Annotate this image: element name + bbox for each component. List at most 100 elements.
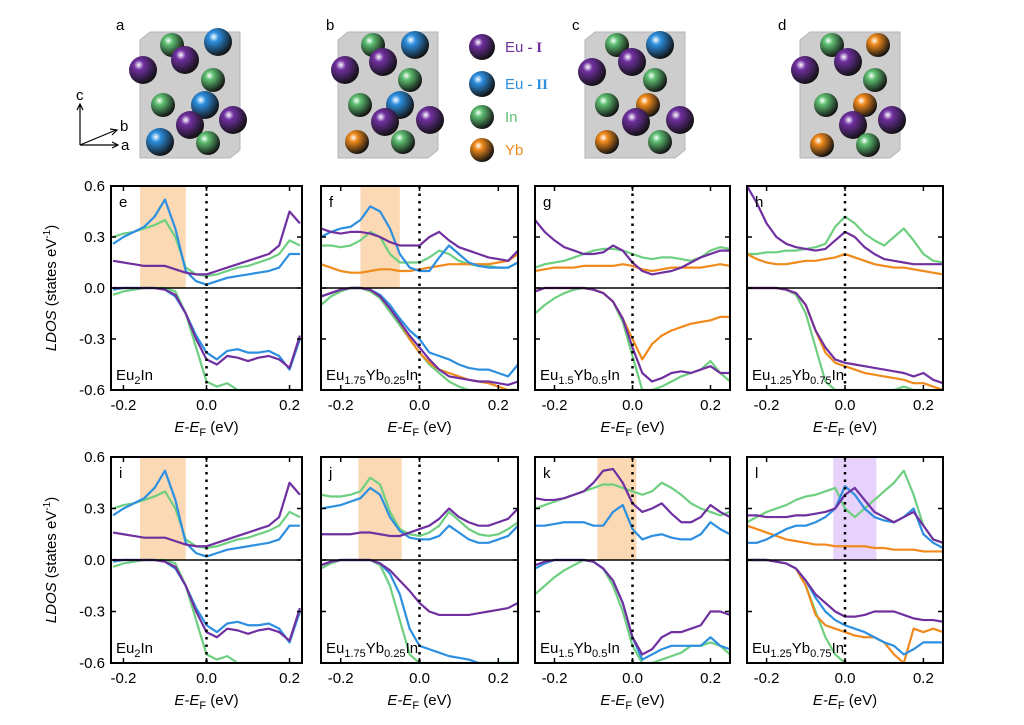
atom: [129, 56, 157, 84]
x-tick-label: -0.2: [754, 670, 780, 687]
text-part: LDOS: [43, 310, 60, 351]
text-part: (eV): [845, 419, 878, 436]
atom: [820, 33, 844, 57]
y-tick-label: 0.6: [84, 449, 105, 466]
x-tick-label: 0.0: [622, 670, 643, 687]
atom: [814, 93, 838, 117]
dos-line: [535, 503, 730, 541]
text-part: Eu: [326, 367, 344, 384]
text-part: - II: [528, 77, 549, 93]
text-part: 0.25: [384, 648, 405, 660]
panel: [321, 186, 518, 390]
x-tick-label: 0.0: [196, 670, 217, 687]
text-part: Yb: [505, 142, 523, 159]
dos-line: [535, 263, 730, 273]
text-part: Yb: [574, 367, 592, 384]
text-part: Yb: [366, 640, 384, 657]
atom: [219, 106, 247, 134]
cell-box: [337, 31, 439, 159]
structure-label: a: [116, 17, 125, 34]
text-part: - I: [528, 40, 543, 56]
text-part: 1.25: [770, 648, 791, 660]
text-part: E-E: [387, 692, 413, 709]
text-part: LDOS: [43, 582, 60, 623]
atom: [171, 46, 199, 74]
x-tick-label: 0.2: [488, 397, 509, 414]
atom: [398, 68, 422, 92]
formula: Eu2In: [116, 640, 153, 660]
text-part: Yb: [574, 640, 592, 657]
text-part: Eu: [116, 367, 134, 384]
x-tick-label: 0.2: [488, 670, 509, 687]
x-tick-label: 0.2: [700, 397, 721, 414]
dos-line: [747, 469, 943, 544]
atom: [196, 131, 220, 155]
panel: [535, 457, 730, 663]
x-tick-label: 0.0: [835, 397, 856, 414]
atom: [648, 130, 672, 154]
text-part: (eV): [419, 692, 452, 709]
text-part: 1.5: [558, 375, 573, 387]
cell-box: [139, 31, 241, 159]
text-part: Yb: [792, 367, 810, 384]
text-part: -1: [42, 501, 53, 510]
text-part: ): [43, 497, 60, 502]
x-tick-label: -0.2: [111, 670, 137, 687]
highlight-band: [358, 457, 402, 560]
axis-direction-label: a: [121, 137, 130, 154]
atom: [191, 91, 219, 119]
atom: [369, 48, 397, 76]
highlight-band: [833, 457, 877, 560]
text-part: Eu: [505, 76, 528, 93]
x-axis-label: E-EF (eV): [174, 692, 238, 712]
x-axis-label: E-EF (eV): [813, 692, 877, 712]
axis-direction-label: c: [76, 87, 84, 104]
atom: [863, 68, 887, 92]
atom: [204, 28, 232, 56]
text-part: F: [838, 427, 845, 439]
x-axis-label: E-EF (eV): [387, 419, 451, 439]
text-part: ): [43, 225, 60, 230]
legend-label: In: [505, 109, 518, 126]
panel-label: h: [755, 194, 763, 211]
text-part: Eu: [752, 367, 770, 384]
panel-label: f: [329, 194, 334, 211]
dos-line: [321, 227, 518, 262]
cell-box: [799, 31, 901, 159]
y-axis-label: LDOS (states eV-1): [42, 225, 60, 351]
text-part: In: [406, 367, 419, 384]
text-part: 1.25: [770, 375, 791, 387]
text-part: 1.5: [558, 648, 573, 660]
panel-label: i: [119, 465, 122, 482]
x-tick-label: 0.2: [279, 670, 300, 687]
text-part: -1: [42, 229, 53, 238]
atom: [666, 106, 694, 134]
panel: [747, 457, 943, 663]
dos-line: [112, 210, 301, 276]
panel-label: j: [328, 465, 332, 482]
text-part: 0.25: [384, 375, 405, 387]
atom: [810, 133, 834, 157]
text-part: In: [607, 367, 620, 384]
dos-line: [321, 286, 518, 378]
text-part: E-E: [813, 692, 839, 709]
atom: [646, 31, 674, 59]
structure-label: d: [778, 17, 786, 34]
x-tick-label: 0.2: [279, 397, 300, 414]
text-part: 0.75: [810, 648, 831, 660]
text-part: In: [607, 640, 620, 657]
text-part: In: [406, 640, 419, 657]
atom: [151, 93, 175, 117]
text-part: Yb: [792, 640, 810, 657]
text-part: F: [199, 700, 206, 712]
x-tick-label: 0.0: [409, 397, 430, 414]
atom: [146, 128, 174, 156]
text-part: E-E: [387, 419, 413, 436]
x-tick-label: 0.0: [409, 670, 430, 687]
atom: [391, 130, 415, 154]
y-axis-label: LDOS (states eV-1): [42, 497, 60, 623]
y-tick-label: -0.3: [79, 604, 105, 621]
formula: Eu1.25Yb0.75In: [752, 367, 844, 387]
structure-label: c: [572, 17, 580, 34]
text-part: E-E: [174, 692, 200, 709]
